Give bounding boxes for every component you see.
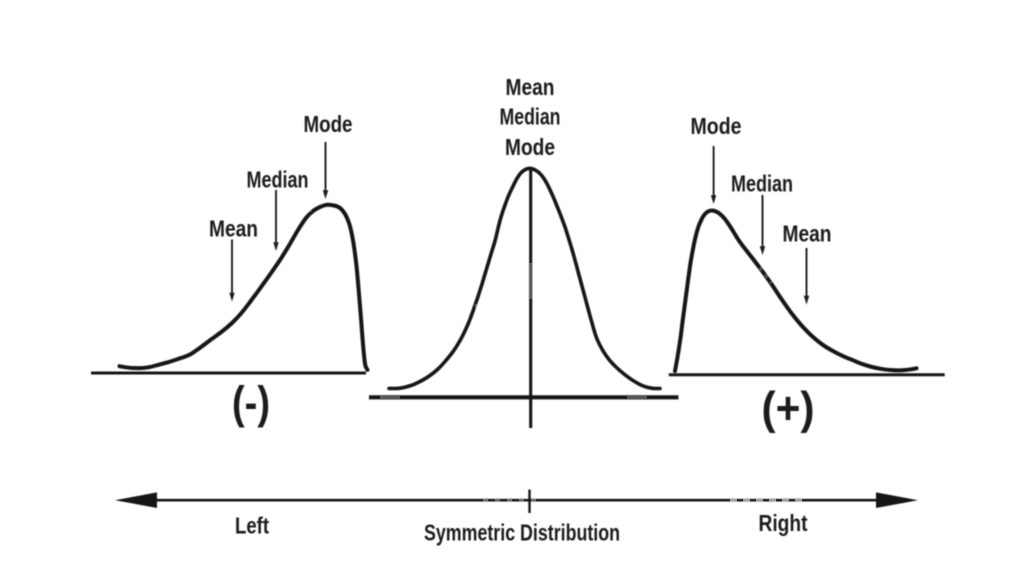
svg-text:Median: Median [500,104,561,130]
svg-text:Symmetric Distribution: Symmetric Distribution [424,519,620,545]
svg-text:Mean: Mean [209,216,258,242]
svg-text:Median: Median [247,167,309,193]
svg-text:Right: Right [759,510,808,536]
svg-text:(-): (-) [232,377,270,428]
svg-text:Mean: Mean [783,221,832,247]
svg-text:Mode: Mode [505,134,555,160]
svg-text:Mean: Mean [506,74,555,100]
svg-text:Mode: Mode [304,111,353,137]
svg-text:Left: Left [235,512,269,538]
svg-text:Median: Median [731,171,793,197]
svg-text:(+): (+) [762,383,815,434]
svg-text:Mode: Mode [691,113,742,139]
